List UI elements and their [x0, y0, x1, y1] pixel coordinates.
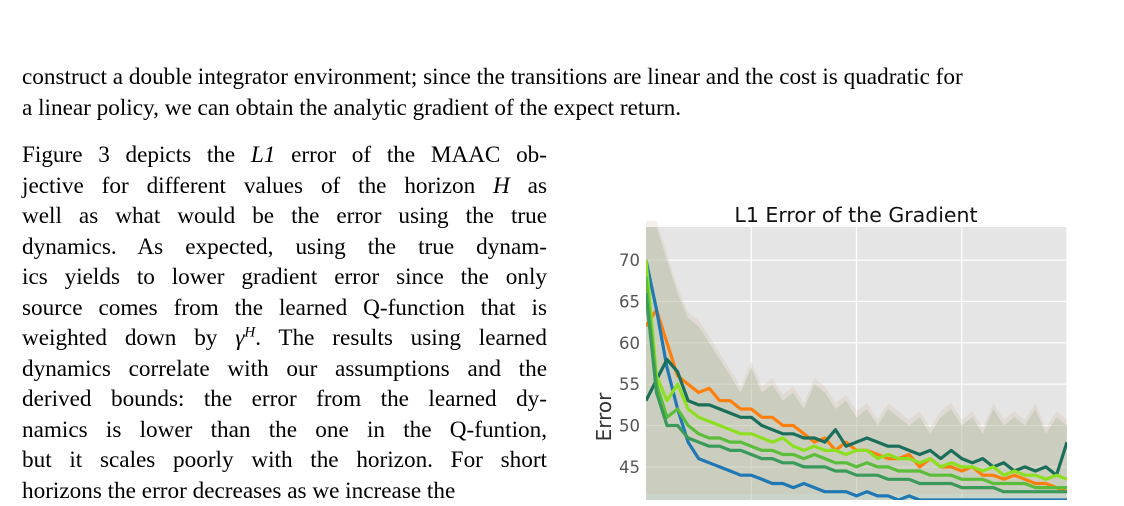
text-line: but it scales poorly with the horizon. F…	[22, 445, 547, 476]
text-line: ics yields to lower gradient error since…	[22, 262, 547, 293]
y-axis-label: Error	[592, 392, 616, 442]
text-fragment: error of the MAAC ob-	[275, 142, 547, 168]
text-line: namics is lower than the one in the Q-fu…	[22, 415, 547, 446]
text-line: dynamics correlate with our assumptions …	[22, 354, 547, 385]
y-tick-label: 70	[619, 251, 640, 270]
text-line: horizons the error decreases as we incre…	[22, 476, 547, 506]
text-fragment: well as what would be the error using th…	[22, 203, 547, 229]
y-tick-label: 45	[619, 458, 640, 477]
text-line: a linear policy, we can obtain the analy…	[22, 93, 1122, 124]
text-fragment: source comes from the learned Q-function…	[22, 295, 547, 321]
y-tick-label: 55	[619, 375, 640, 394]
text-line: derived bounds: the error from the learn…	[22, 384, 547, 415]
text-line: Figure 3 depicts the L1 error of the MAA…	[22, 140, 547, 171]
text-fragment: namics is lower than the one in the Q-fu…	[22, 417, 547, 443]
text-line: source comes from the learned Q-function…	[22, 293, 547, 324]
text-fragment: derived bounds: the error from the learn…	[22, 386, 547, 412]
intro-paragraph: construct a double integrator environmen…	[22, 62, 1122, 124]
math-symbol: H	[493, 173, 510, 199]
text-line: dynamics. As expected, using the true dy…	[22, 232, 547, 263]
y-tick-label: 50	[619, 417, 640, 436]
plot-area: 45 50 55 60 65 70	[619, 221, 1067, 500]
text-fragment: dynamics. As expected, using the true dy…	[22, 234, 547, 260]
y-tick-label: 60	[619, 334, 640, 353]
math-symbol: H	[244, 324, 255, 340]
text-line: weighted down by γH. The results using l…	[22, 323, 547, 354]
text-line: jective for different values of the hori…	[22, 171, 547, 202]
math-symbol: L1	[251, 142, 276, 168]
text-fragment: . The results using learned	[255, 325, 547, 351]
text-fragment: dynamics correlate with our assumptions …	[22, 356, 547, 382]
l1-error-chart: L1 Error of the Gradient Error 45 50 55 60 6…	[585, 195, 1085, 500]
text-fragment: weighted down by	[22, 325, 235, 351]
chart-title: L1 Error of the Gradient	[734, 203, 977, 227]
text-fragment: jective for different values of the hori…	[22, 173, 493, 199]
text-fragment: Figure 3 depicts the	[22, 142, 251, 168]
text-fragment: but it scales poorly with the horizon. F…	[22, 447, 547, 473]
math-symbol: γ	[235, 325, 244, 351]
chart-svg: L1 Error of the Gradient Error 45 50 55 60 6…	[585, 195, 1085, 500]
text-line: construct a double integrator environmen…	[22, 62, 1122, 93]
body-paragraph: Figure 3 depicts the L1 error of the MAA…	[22, 140, 547, 506]
y-tick-label: 65	[619, 292, 640, 311]
text-fragment: as	[510, 173, 547, 199]
text-line: well as what would be the error using th…	[22, 201, 547, 232]
text-fragment: ics yields to lower gradient error since…	[22, 264, 547, 290]
